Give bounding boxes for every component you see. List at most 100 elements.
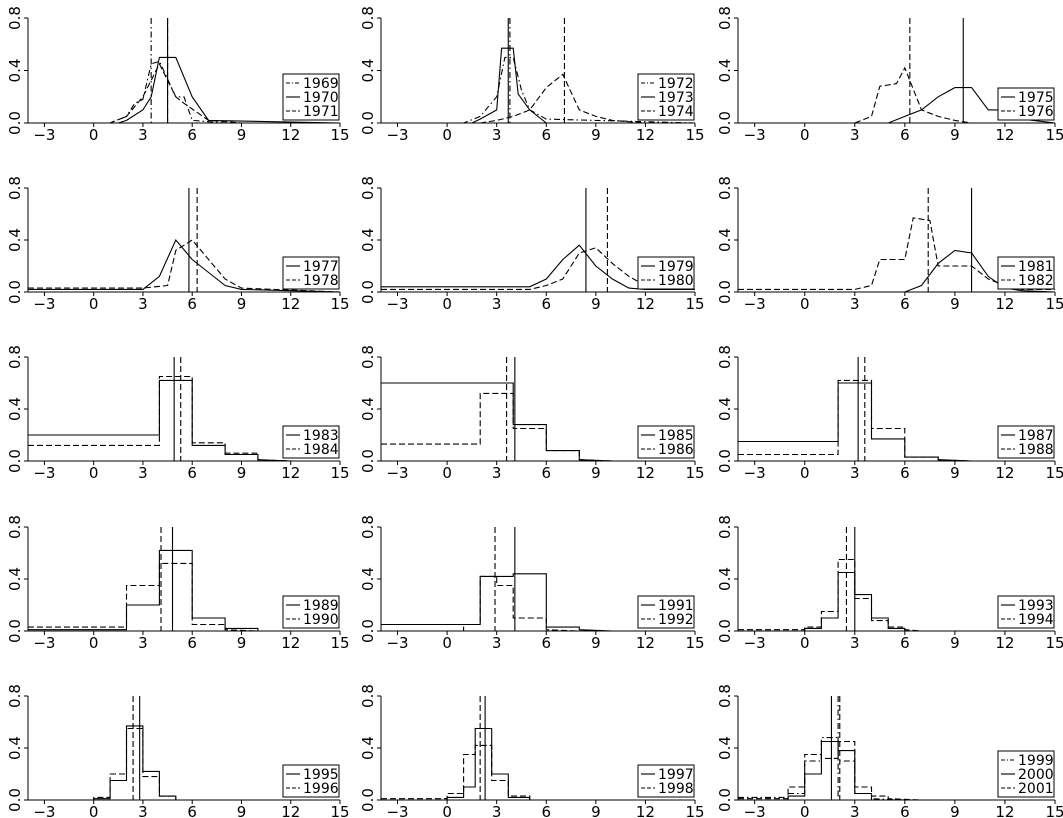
y-tick-label: 0.8 bbox=[716, 6, 734, 30]
series-line-2000 bbox=[738, 740, 1055, 801]
y-tick-label: 0.8 bbox=[359, 345, 377, 369]
legend-label: 1985 bbox=[658, 428, 694, 444]
x-tick-label: 6 bbox=[900, 634, 910, 652]
y-tick-label: 0.8 bbox=[716, 515, 734, 539]
x-tick-label: 12 bbox=[995, 126, 1014, 144]
legend-label: 1991 bbox=[658, 598, 694, 614]
x-tick-label: 0 bbox=[442, 126, 452, 144]
legend-label: 1978 bbox=[303, 273, 339, 289]
y-tick-label: 0.8 bbox=[6, 176, 24, 200]
y-tick-label: 0.8 bbox=[359, 684, 377, 708]
x-tick-label: 15 bbox=[330, 634, 349, 652]
y-tick-label: 0.4 bbox=[6, 567, 24, 591]
legend-label: 1970 bbox=[303, 90, 339, 106]
x-tick-label: 6 bbox=[900, 295, 910, 313]
legend-label: 1990 bbox=[303, 612, 339, 628]
series-line-1986 bbox=[381, 392, 695, 462]
y-tick-label: 0.8 bbox=[6, 515, 24, 539]
legend-label: 1999 bbox=[1018, 753, 1054, 769]
x-tick-label: 0 bbox=[442, 634, 452, 652]
x-tick-label: 6 bbox=[187, 295, 197, 313]
series-line-1998 bbox=[381, 744, 695, 801]
y-tick-label: 0.8 bbox=[716, 345, 734, 369]
x-tick-label: 3 bbox=[492, 126, 502, 144]
y-tick-label: 0.0 bbox=[359, 280, 377, 304]
y-tick-label: 0.0 bbox=[716, 619, 734, 643]
x-tick-label: −3 bbox=[386, 126, 408, 144]
x-tick-label: 15 bbox=[330, 464, 349, 482]
x-tick-label: 9 bbox=[591, 126, 601, 144]
y-tick-label: 0.0 bbox=[6, 619, 24, 643]
legend-label: 1984 bbox=[303, 442, 339, 458]
legend-label: 1971 bbox=[303, 104, 339, 120]
legend-label: 1988 bbox=[1018, 442, 1054, 458]
x-tick-label: 3 bbox=[850, 464, 860, 482]
x-tick-label: 15 bbox=[685, 803, 704, 818]
x-tick-label: 0 bbox=[89, 126, 99, 144]
series-line-2001 bbox=[738, 740, 1055, 801]
y-tick-label: 0.8 bbox=[359, 176, 377, 200]
legend-label: 2000 bbox=[1018, 767, 1054, 783]
y-tick-label: 0.4 bbox=[359, 228, 377, 252]
x-tick-label: 9 bbox=[591, 295, 601, 313]
x-tick-label: 15 bbox=[685, 295, 704, 313]
x-tick-label: 12 bbox=[636, 295, 655, 313]
x-tick-label: 9 bbox=[237, 634, 247, 652]
legend-label: 1973 bbox=[658, 90, 694, 106]
y-tick-label: 0.0 bbox=[359, 449, 377, 473]
y-tick-label: 0.4 bbox=[6, 736, 24, 760]
x-tick-label: 6 bbox=[541, 634, 551, 652]
legend-label: 1989 bbox=[303, 598, 339, 614]
x-tick-label: 6 bbox=[541, 803, 551, 818]
legend-label: 1992 bbox=[658, 612, 694, 628]
x-tick-label: 15 bbox=[330, 803, 349, 818]
x-tick-label: 0 bbox=[89, 295, 99, 313]
x-tick-label: 3 bbox=[492, 295, 502, 313]
x-tick-label: 0 bbox=[89, 803, 99, 818]
x-tick-label: 3 bbox=[850, 803, 860, 818]
x-tick-label: 6 bbox=[541, 295, 551, 313]
legend-box bbox=[282, 256, 340, 290]
series-line-1979 bbox=[381, 244, 695, 290]
x-tick-label: 0 bbox=[800, 634, 810, 652]
legend-box bbox=[997, 425, 1055, 459]
y-tick-label: 0.0 bbox=[716, 280, 734, 304]
x-tick-label: 12 bbox=[636, 126, 655, 144]
legend-label: 1977 bbox=[303, 259, 339, 275]
x-tick-label: 12 bbox=[281, 464, 300, 482]
legend-box bbox=[997, 87, 1055, 121]
x-tick-label: 9 bbox=[950, 126, 960, 144]
x-tick-label: 9 bbox=[237, 464, 247, 482]
series-line-1974 bbox=[381, 73, 695, 124]
x-tick-label: 9 bbox=[591, 803, 601, 818]
y-tick-label: 0.8 bbox=[6, 6, 24, 30]
y-tick-label: 0.4 bbox=[6, 228, 24, 252]
legend-label: 1987 bbox=[1018, 428, 1054, 444]
x-tick-label: 12 bbox=[636, 464, 655, 482]
legend-label: 1983 bbox=[303, 428, 339, 444]
y-tick-label: 0.4 bbox=[359, 567, 377, 591]
x-tick-label: 9 bbox=[237, 126, 247, 144]
legend-label: 2001 bbox=[1018, 781, 1054, 797]
x-tick-label: −3 bbox=[33, 126, 55, 144]
x-tick-label: 15 bbox=[1045, 803, 1063, 818]
x-tick-label: 6 bbox=[187, 634, 197, 652]
x-tick-label: 9 bbox=[950, 295, 960, 313]
legend-box bbox=[997, 256, 1055, 290]
legend-label: 1994 bbox=[1018, 612, 1054, 628]
y-tick-label: 0.8 bbox=[359, 515, 377, 539]
x-tick-label: −3 bbox=[33, 803, 55, 818]
x-tick-label: 15 bbox=[685, 126, 704, 144]
x-tick-label: 3 bbox=[138, 295, 148, 313]
x-tick-label: −3 bbox=[33, 634, 55, 652]
x-tick-label: 6 bbox=[900, 803, 910, 818]
x-tick-label: 0 bbox=[442, 464, 452, 482]
x-tick-label: 3 bbox=[138, 464, 148, 482]
legend-box bbox=[637, 73, 695, 121]
